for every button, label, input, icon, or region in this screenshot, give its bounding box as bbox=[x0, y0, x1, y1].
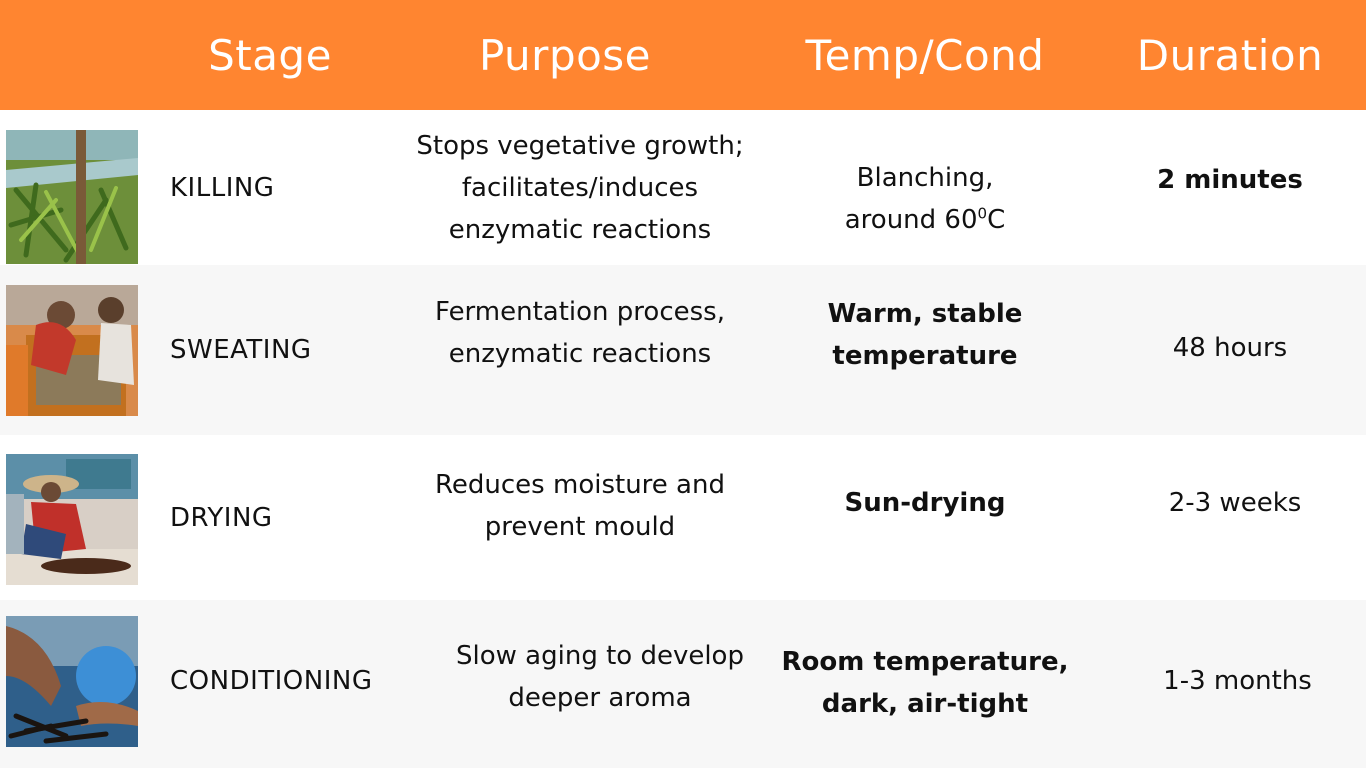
temp-line: dark, air-tight bbox=[821, 689, 1029, 719]
temp-line: Warm, stable bbox=[827, 299, 1023, 329]
header-duration: Duration bbox=[1136, 30, 1324, 80]
purpose-cell: Reduces moisture and prevent mould bbox=[400, 435, 760, 600]
temp-unit: C bbox=[987, 204, 1006, 235]
table-row: CONDITIONING Slow aging to develop deepe… bbox=[0, 600, 1366, 768]
temp-cell: Warm, stable temperature bbox=[780, 265, 1070, 435]
temp-line: around 600C bbox=[845, 199, 1005, 241]
temp-cell: Sun-drying bbox=[844, 487, 1006, 518]
purpose-line: Slow aging to develop bbox=[456, 641, 744, 671]
farmer-sun-drying-photo bbox=[6, 454, 138, 585]
purpose-line: Fermentation process, bbox=[435, 297, 725, 327]
table-row: DRYING Reduces moisture and prevent moul… bbox=[0, 435, 1366, 600]
purpose-cell: Fermentation process, enzymatic reaction… bbox=[400, 265, 760, 435]
temp-line: temperature bbox=[832, 341, 1018, 371]
purpose-line: enzymatic reactions bbox=[448, 339, 712, 369]
purpose-line: prevent mould bbox=[484, 511, 676, 542]
green-vanilla-beans-photo bbox=[6, 130, 138, 264]
stage-label: CONDITIONING bbox=[170, 666, 373, 696]
purpose-cell: Slow aging to develop deeper aroma bbox=[420, 600, 780, 762]
purpose-line: deeper aroma bbox=[508, 683, 692, 713]
stage-label: DRYING bbox=[170, 502, 273, 533]
header-stage: Stage bbox=[208, 30, 332, 80]
temp-text: around 60 bbox=[844, 204, 978, 235]
duration-cell: 2-3 weeks bbox=[1168, 487, 1302, 518]
purpose-line: Stops vegetative growth; bbox=[416, 130, 744, 161]
purpose-line: facilitates/induces bbox=[461, 172, 699, 203]
header-purpose: Purpose bbox=[478, 30, 652, 80]
stage-label: KILLING bbox=[170, 172, 275, 203]
duration-cell: 48 hours bbox=[1172, 332, 1288, 363]
temp-cell: Room temperature, dark, air-tight bbox=[760, 600, 1090, 762]
purpose-cell: Stops vegetative growth; facilitates/ind… bbox=[400, 110, 760, 265]
degree-superscript: 0 bbox=[977, 203, 988, 222]
stage-label: SWEATING bbox=[170, 335, 312, 365]
workers-sweating-beans-photo bbox=[6, 285, 138, 416]
temp-line: Blanching, bbox=[856, 162, 994, 193]
temp-cell: Blanching, around 600C bbox=[780, 110, 1070, 265]
table-header: Stage Purpose Temp/Cond Duration bbox=[0, 0, 1366, 110]
table-row: KILLING Stops vegetative growth; facilit… bbox=[0, 110, 1366, 265]
table-row: SWEATING Fermentation process, enzymatic… bbox=[0, 265, 1366, 435]
duration-cell: 2 minutes bbox=[1157, 165, 1303, 195]
header-temp-cond: Temp/Cond bbox=[805, 30, 1045, 80]
duration-cell: 1-3 months bbox=[1163, 666, 1312, 696]
temp-line: Room temperature, bbox=[781, 647, 1069, 677]
hands-holding-cured-beans-photo bbox=[6, 616, 138, 747]
purpose-line: enzymatic reactions bbox=[448, 214, 712, 245]
purpose-line: Reduces moisture and bbox=[435, 469, 725, 500]
